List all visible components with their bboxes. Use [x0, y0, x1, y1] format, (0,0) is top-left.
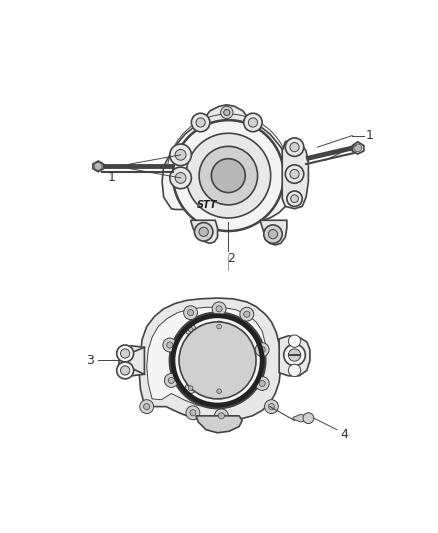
Polygon shape — [147, 308, 265, 407]
Circle shape — [191, 113, 210, 132]
Circle shape — [184, 306, 198, 320]
Circle shape — [188, 386, 193, 391]
Circle shape — [199, 227, 208, 237]
Circle shape — [265, 400, 279, 414]
Circle shape — [120, 349, 130, 358]
Circle shape — [175, 173, 186, 183]
Circle shape — [259, 381, 265, 386]
Circle shape — [185, 383, 196, 393]
Circle shape — [290, 142, 299, 152]
Polygon shape — [196, 416, 242, 433]
Circle shape — [284, 344, 305, 366]
Polygon shape — [177, 135, 268, 214]
Circle shape — [170, 144, 191, 166]
Circle shape — [285, 165, 304, 183]
Circle shape — [163, 338, 177, 352]
Circle shape — [117, 345, 134, 362]
Circle shape — [212, 302, 226, 316]
Circle shape — [288, 364, 301, 377]
Circle shape — [194, 223, 213, 241]
Circle shape — [190, 410, 196, 416]
Polygon shape — [139, 298, 281, 421]
Circle shape — [170, 167, 191, 189]
Circle shape — [224, 109, 230, 116]
Polygon shape — [119, 346, 145, 376]
Circle shape — [140, 400, 154, 414]
Circle shape — [179, 322, 256, 399]
Circle shape — [186, 133, 271, 218]
Circle shape — [215, 409, 228, 423]
Circle shape — [248, 118, 258, 127]
Circle shape — [199, 147, 258, 205]
Circle shape — [255, 343, 269, 357]
Circle shape — [303, 413, 314, 424]
Circle shape — [217, 389, 221, 393]
Circle shape — [212, 159, 245, 192]
Circle shape — [291, 195, 298, 203]
Polygon shape — [282, 140, 308, 209]
Circle shape — [164, 374, 178, 387]
Circle shape — [290, 169, 299, 179]
Circle shape — [268, 403, 275, 410]
Text: 1: 1 — [107, 172, 115, 184]
Circle shape — [288, 335, 301, 348]
Polygon shape — [260, 220, 287, 245]
Circle shape — [117, 362, 134, 379]
Text: STT: STT — [197, 200, 217, 210]
Polygon shape — [204, 105, 248, 124]
Text: 2: 2 — [227, 252, 235, 265]
Circle shape — [264, 225, 282, 244]
Text: 3: 3 — [87, 354, 95, 367]
Circle shape — [244, 113, 262, 132]
Circle shape — [186, 406, 200, 419]
Circle shape — [170, 313, 265, 408]
Circle shape — [221, 106, 233, 119]
Circle shape — [144, 403, 150, 410]
Circle shape — [185, 324, 196, 335]
Circle shape — [168, 377, 174, 384]
Circle shape — [196, 118, 205, 127]
Polygon shape — [293, 414, 306, 422]
Circle shape — [285, 138, 304, 156]
Circle shape — [214, 321, 224, 332]
Circle shape — [218, 413, 225, 419]
Circle shape — [259, 346, 265, 353]
Polygon shape — [162, 117, 294, 223]
Circle shape — [214, 386, 224, 397]
Circle shape — [188, 327, 193, 332]
Circle shape — [287, 191, 302, 206]
Circle shape — [120, 366, 130, 375]
Circle shape — [288, 349, 301, 361]
Circle shape — [255, 377, 269, 391]
Circle shape — [94, 163, 102, 170]
Text: 1: 1 — [366, 129, 374, 142]
Circle shape — [217, 324, 221, 329]
Circle shape — [173, 120, 284, 231]
Polygon shape — [93, 161, 103, 172]
Circle shape — [187, 310, 194, 316]
Circle shape — [175, 149, 186, 160]
Circle shape — [167, 342, 173, 348]
Circle shape — [354, 144, 361, 152]
Circle shape — [268, 230, 278, 239]
Polygon shape — [352, 142, 364, 154]
Polygon shape — [279, 336, 310, 376]
Polygon shape — [191, 220, 218, 244]
Circle shape — [240, 308, 254, 321]
Circle shape — [244, 311, 250, 317]
Text: 4: 4 — [341, 428, 349, 441]
Circle shape — [216, 306, 222, 312]
